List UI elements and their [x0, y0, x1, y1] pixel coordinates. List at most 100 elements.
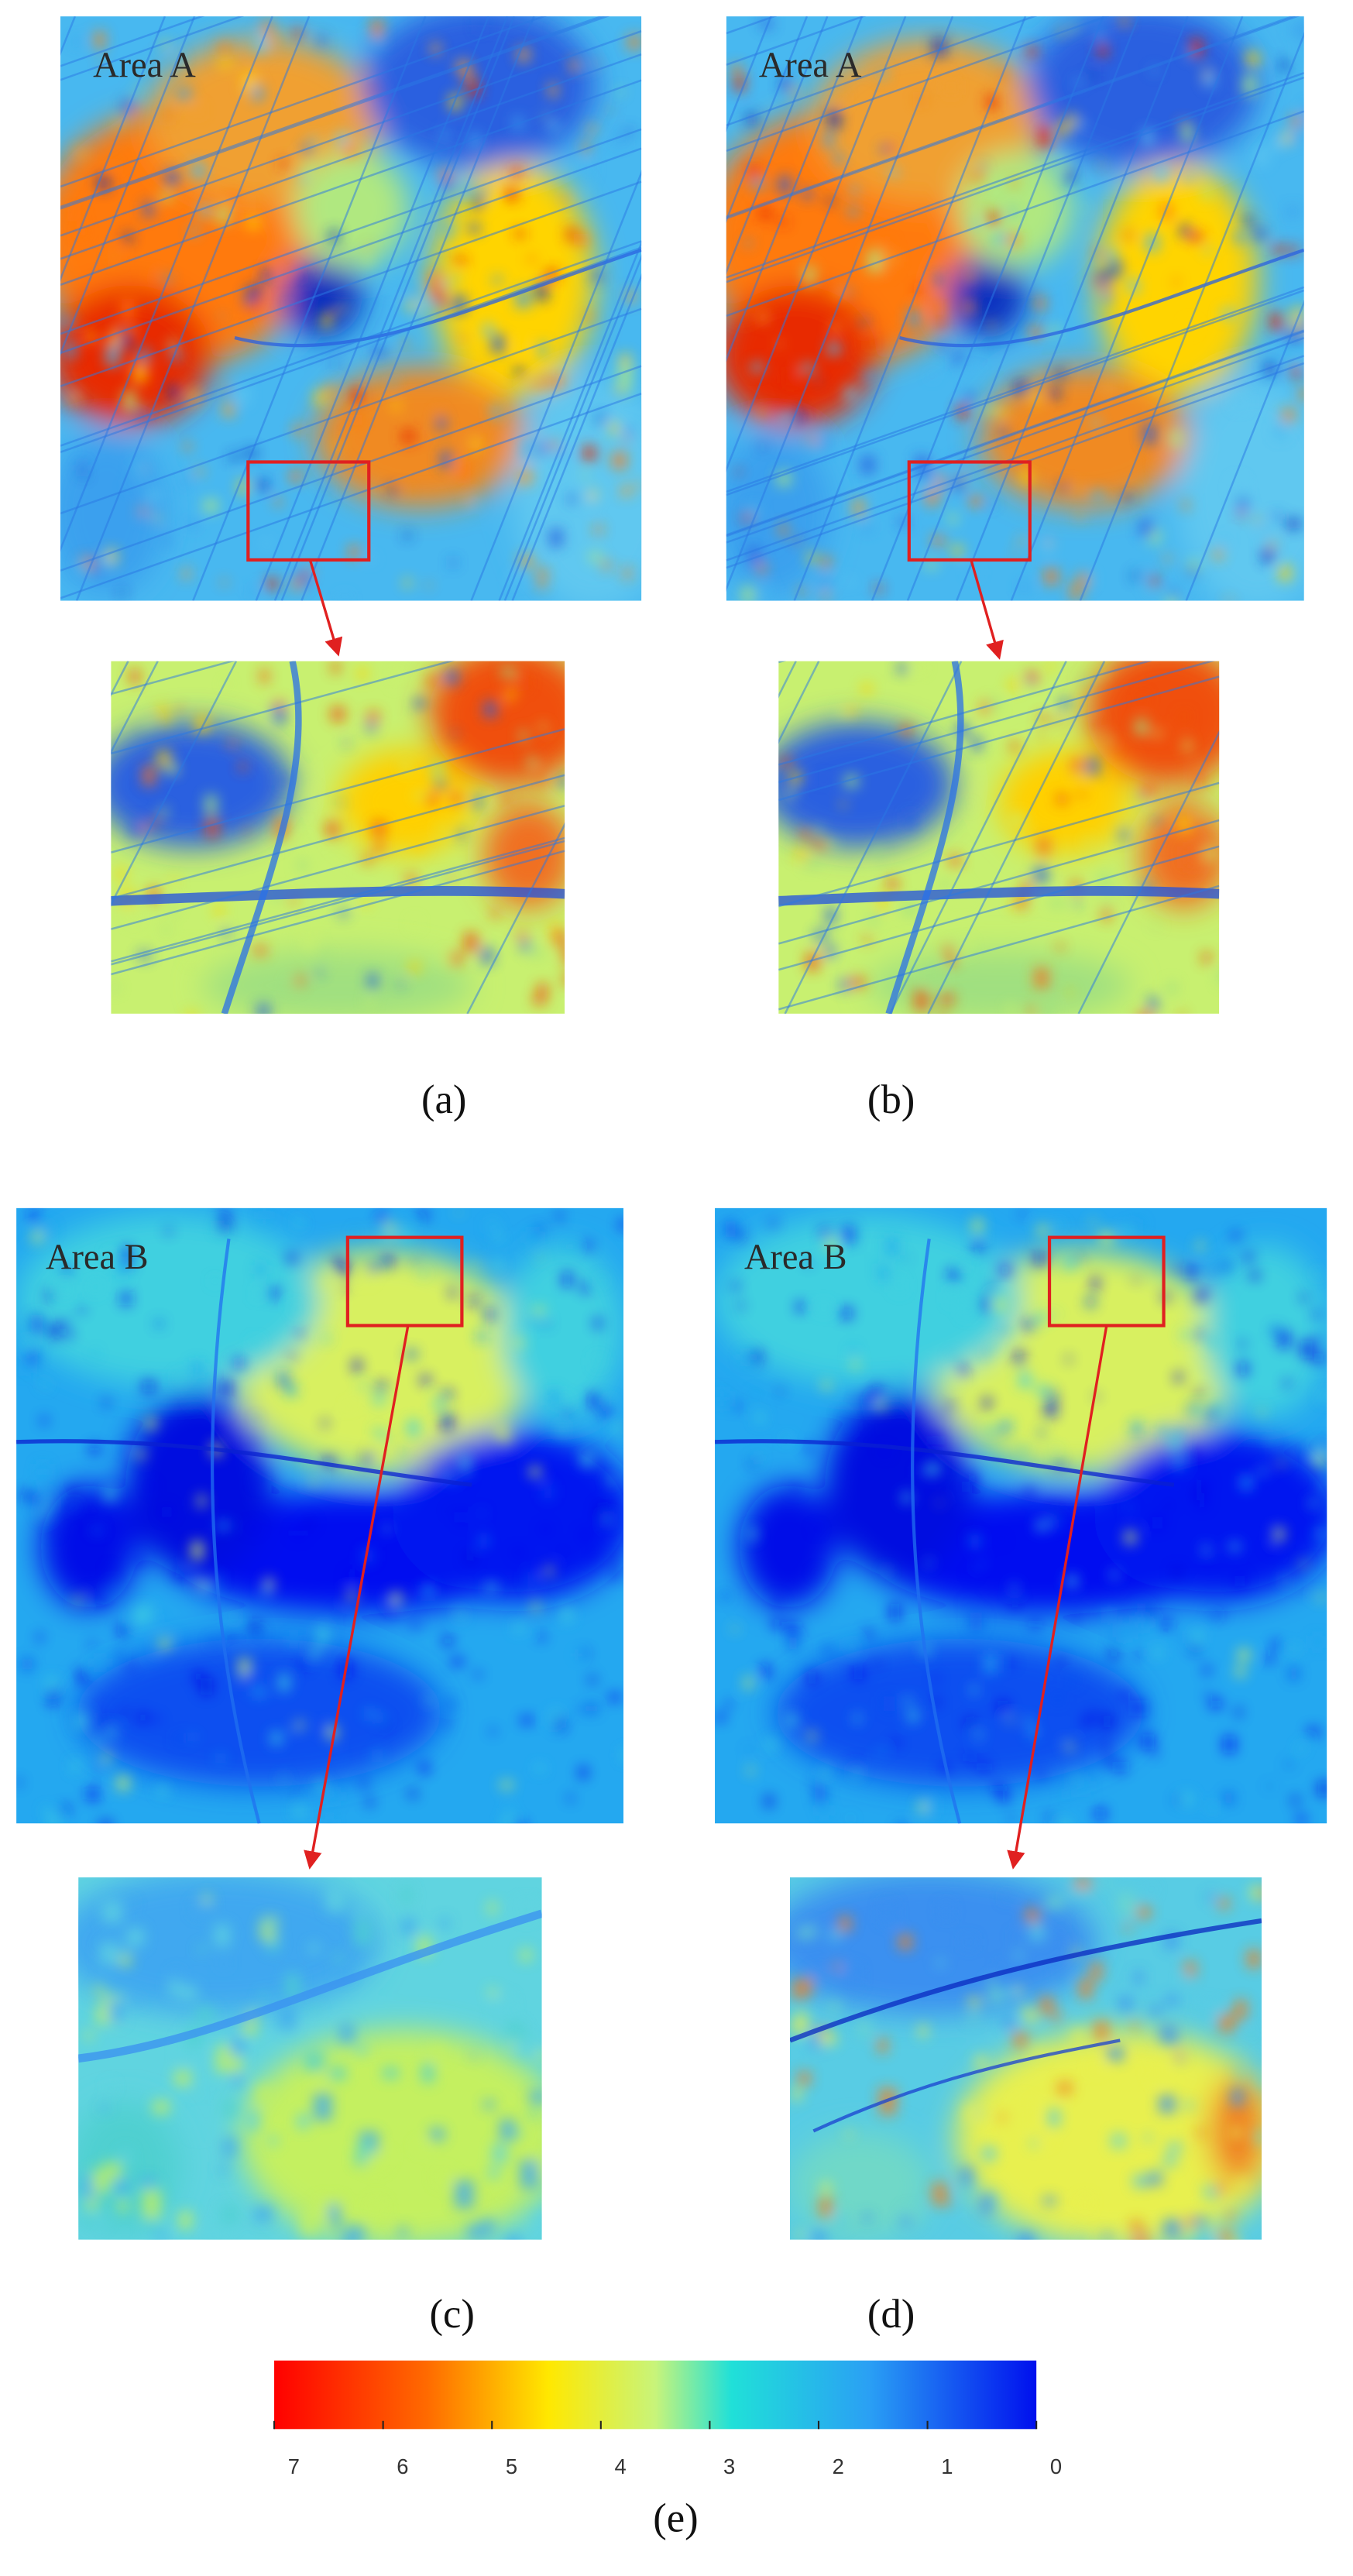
- speckle: [1004, 1987, 1018, 1997]
- speckle: [1255, 2129, 1262, 2145]
- speckle: [826, 342, 841, 355]
- speckle: [412, 1622, 420, 1629]
- speckle: [1297, 1745, 1304, 1751]
- speckle: [70, 390, 77, 394]
- speckle: [338, 305, 347, 311]
- speckle: [190, 1573, 200, 1582]
- speckle: [998, 1537, 1004, 1544]
- speckle: [338, 2023, 355, 2043]
- speckle: [373, 1752, 382, 1759]
- speckle: [195, 2007, 215, 2022]
- speckle: [153, 1716, 160, 1722]
- street: [60, 16, 196, 356]
- speckle: [1279, 1331, 1290, 1348]
- speckle: [488, 1901, 496, 1915]
- speckle: [220, 2164, 228, 2175]
- heatmap-region: [946, 256, 1027, 338]
- speckle: [1176, 2055, 1184, 2063]
- speckle: [1158, 1426, 1167, 1436]
- speckle: [549, 441, 559, 449]
- speckle: [368, 556, 376, 562]
- speckle: [1272, 1640, 1282, 1649]
- speckle: [94, 1987, 105, 1994]
- speckle: [301, 790, 314, 799]
- speckle: [821, 2028, 829, 2035]
- road: [111, 886, 565, 906]
- speckle: [772, 1618, 782, 1630]
- speckle: [1242, 75, 1257, 95]
- speckle: [1138, 570, 1145, 578]
- street: [888, 661, 1067, 1014]
- speckle: [339, 594, 350, 601]
- speckle: [139, 479, 145, 484]
- speckle: [146, 490, 160, 500]
- speckle: [527, 255, 535, 263]
- speckle: [857, 67, 864, 74]
- speckle: [1069, 583, 1082, 600]
- speckle: [191, 106, 204, 115]
- speckle: [427, 722, 433, 730]
- speckle: [801, 1977, 813, 1995]
- speckle: [1267, 1784, 1272, 1788]
- speckle: [589, 489, 597, 500]
- speckle: [877, 1401, 885, 1411]
- speckle: [537, 442, 546, 455]
- speckle: [625, 128, 633, 137]
- speckle: [1197, 2231, 1214, 2240]
- speckle: [1233, 394, 1247, 409]
- speckle: [1062, 1792, 1070, 1798]
- speckle: [636, 481, 642, 489]
- speckle: [819, 1302, 829, 1314]
- speckle: [1209, 1268, 1214, 1276]
- speckle: [156, 750, 171, 767]
- speckle: [507, 2021, 523, 2041]
- street: [726, 355, 1304, 562]
- speckle: [1061, 482, 1068, 492]
- speckle: [569, 59, 579, 72]
- speckle: [138, 1712, 148, 1722]
- speckle: [231, 2037, 245, 2056]
- speckle: [1166, 597, 1177, 601]
- speckle: [846, 1639, 852, 1647]
- speckle: [962, 1937, 975, 1947]
- speckle: [1102, 1715, 1112, 1728]
- speckle: [142, 2189, 162, 2219]
- speckle: [748, 1528, 757, 1540]
- speckle: [1074, 898, 1080, 907]
- speckle: [1190, 232, 1204, 242]
- speckle: [452, 1657, 464, 1666]
- speckle: [1133, 1278, 1138, 1283]
- speckle: [457, 334, 467, 342]
- speckle: [779, 413, 792, 423]
- speckle: [1283, 132, 1292, 145]
- speckle: [843, 1225, 856, 1244]
- speckle: [129, 669, 140, 685]
- speckle: [555, 740, 563, 750]
- speckle: [362, 65, 369, 70]
- street: [726, 16, 907, 472]
- speckle: [1195, 1330, 1204, 1339]
- heatmap-region: [1204, 1245, 1327, 1417]
- speckle: [289, 1353, 295, 1360]
- speckle: [467, 2224, 486, 2239]
- speckle: [852, 1768, 861, 1777]
- street: [60, 180, 642, 387]
- speckle: [960, 2167, 974, 2186]
- speckle: [163, 926, 169, 934]
- speckle: [271, 1732, 282, 1745]
- speckle: [251, 1339, 259, 1347]
- street: [60, 30, 642, 237]
- speckle: [383, 1526, 391, 1532]
- speckle: [731, 1626, 738, 1631]
- speckle: [406, 1350, 417, 1358]
- speckle: [760, 1664, 771, 1678]
- speckle: [809, 436, 818, 444]
- speckle: [1078, 292, 1087, 297]
- speckle: [335, 1965, 352, 1980]
- speckle: [984, 1397, 991, 1403]
- speckle: [1214, 1611, 1224, 1618]
- speckle: [1090, 1962, 1103, 1980]
- speckle: [93, 1351, 98, 1355]
- speckle: [1193, 1630, 1202, 1643]
- speckle: [609, 1693, 620, 1702]
